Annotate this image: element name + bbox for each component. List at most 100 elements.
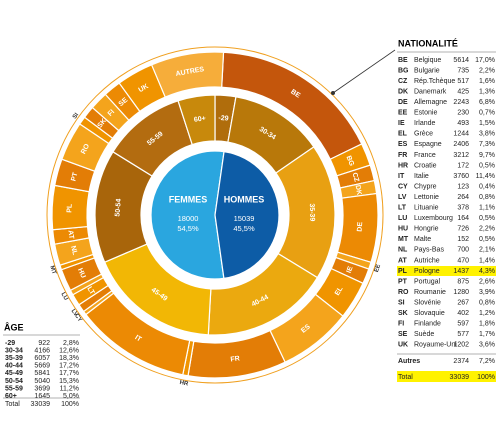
age-count: 922 — [38, 340, 50, 347]
nat-code: MT — [398, 236, 409, 243]
nat-code: RO — [398, 289, 409, 296]
nationality-segment-label: SE — [118, 96, 130, 108]
age-cat: 55-59 — [5, 385, 23, 392]
age-count: 1645 — [34, 393, 50, 400]
nat-share: 3,6% — [479, 342, 495, 349]
nat-share: 0,8% — [479, 194, 495, 201]
age-share: 15,3% — [59, 378, 79, 385]
age-cat: 45-49 — [5, 370, 23, 377]
age-share: 17,7% — [59, 370, 79, 377]
nat-count: 402 — [457, 310, 469, 317]
nat-share: 4,3% — [479, 268, 495, 275]
nationality-segment-label: DK — [354, 185, 363, 196]
nat-share: 1,5% — [479, 120, 495, 127]
nat-name: Portugal — [414, 278, 441, 285]
nat-share: 2,2% — [479, 226, 495, 233]
nat-code: DE — [398, 99, 408, 106]
nat-share: 0,5% — [479, 236, 495, 243]
nat-name: Chypre — [414, 183, 437, 190]
nat-count: 2406 — [453, 141, 469, 148]
nationality-segment-label: BE — [289, 88, 301, 99]
nat-share: 11,4% — [476, 173, 495, 180]
nat-count: 597 — [457, 321, 469, 328]
nationality-segment-label: BG — [345, 155, 356, 168]
gender-label: HOMMES — [224, 194, 265, 204]
nat-code: BE — [398, 57, 408, 64]
nat-name: Roumanie — [414, 289, 446, 296]
nationality-segment-label: CY — [73, 313, 83, 323]
age-segment — [177, 94, 216, 146]
nat-count: 152 — [457, 236, 469, 243]
age-segment-label: 35-39 — [308, 203, 315, 221]
nat-count: 172 — [457, 162, 469, 169]
nat-share: 3,8% — [479, 131, 495, 138]
age-segment-label: 50-54 — [114, 198, 122, 216]
age-cat: 40-44 — [5, 363, 23, 370]
nat-code: FR — [398, 152, 407, 159]
age-total-label: Total — [5, 401, 20, 408]
age-count: 5841 — [34, 370, 50, 377]
age-total: 33039 — [31, 401, 51, 408]
nat-count: 700 — [457, 247, 469, 254]
nat-code: EE — [398, 110, 408, 117]
age-count: 3699 — [34, 385, 50, 392]
nat-count: 470 — [457, 257, 469, 264]
age-count: 6057 — [34, 355, 50, 362]
nationality-segment-label: SK — [96, 118, 108, 130]
nat-name: Pays-Bas — [414, 247, 444, 254]
nat-name: Croatie — [414, 162, 437, 169]
outer-outline — [46, 46, 384, 384]
nat-name: Malte — [414, 236, 431, 243]
nationality-segment-label: CZ — [351, 172, 360, 184]
nat-name: Slovénie — [414, 299, 441, 306]
nat-count: 1202 — [453, 342, 469, 349]
age-total-share: 100% — [61, 401, 79, 408]
nat-name: Royaume-Uni — [414, 342, 457, 349]
nat-count: 3760 — [453, 173, 469, 180]
nat-count: 1437 — [453, 268, 469, 275]
nationality-segment-label: EL — [334, 285, 345, 297]
nat-name: Finlande — [414, 321, 441, 328]
nat-code: LV — [398, 194, 407, 201]
nationality-segment-label: UK — [138, 83, 150, 94]
nat-count: 230 — [457, 110, 469, 117]
nat-code: LT — [398, 205, 407, 212]
age-share: 18,3% — [59, 355, 79, 362]
nat-code: DK — [398, 88, 408, 95]
nat-code: FI — [398, 321, 404, 328]
nat-total-label: Total — [398, 374, 413, 381]
nat-count: 425 — [457, 88, 469, 95]
nationality-segment-label: HU — [76, 267, 86, 279]
nat-total: 33039 — [450, 374, 470, 381]
nat-code: SK — [398, 310, 408, 317]
nat-code: PT — [398, 278, 408, 285]
age-share: 2,8% — [63, 340, 79, 347]
nat-count: 164 — [457, 215, 469, 222]
nat-name: France — [414, 152, 436, 159]
nat-name: Suède — [414, 331, 434, 338]
nat-count: 3212 — [453, 152, 469, 159]
nat-name: Luxembourg — [414, 215, 453, 222]
nationality-segment-label: SI — [72, 112, 80, 120]
nationality-segment-label: LU — [60, 292, 69, 302]
age-share: 11,2% — [60, 385, 79, 392]
gender-share: 54,5% — [177, 224, 199, 233]
nat-share: 0,4% — [479, 183, 495, 190]
nat-share: 0,8% — [479, 299, 495, 306]
nat-share: 0,5% — [479, 162, 495, 169]
nat-code: CY — [398, 183, 408, 190]
nationality-segment-label: MT — [48, 265, 57, 275]
nat-share: 1,6% — [479, 78, 495, 85]
nat-count: 264 — [457, 194, 469, 201]
nat-share: 0,7% — [479, 110, 495, 117]
nat-name: Italie — [414, 173, 429, 180]
nat-code: EL — [398, 131, 408, 138]
nat-code: NL — [398, 247, 408, 254]
nationality-segment-label: LT — [85, 286, 96, 297]
nat-name: Lituanie — [414, 205, 439, 212]
nat-code: IE — [398, 120, 405, 127]
nationality-segment-label: AT — [66, 230, 74, 240]
age-count: 5040 — [34, 378, 50, 385]
nat-share: 0,5% — [479, 215, 495, 222]
nat-code: ES — [398, 141, 408, 148]
